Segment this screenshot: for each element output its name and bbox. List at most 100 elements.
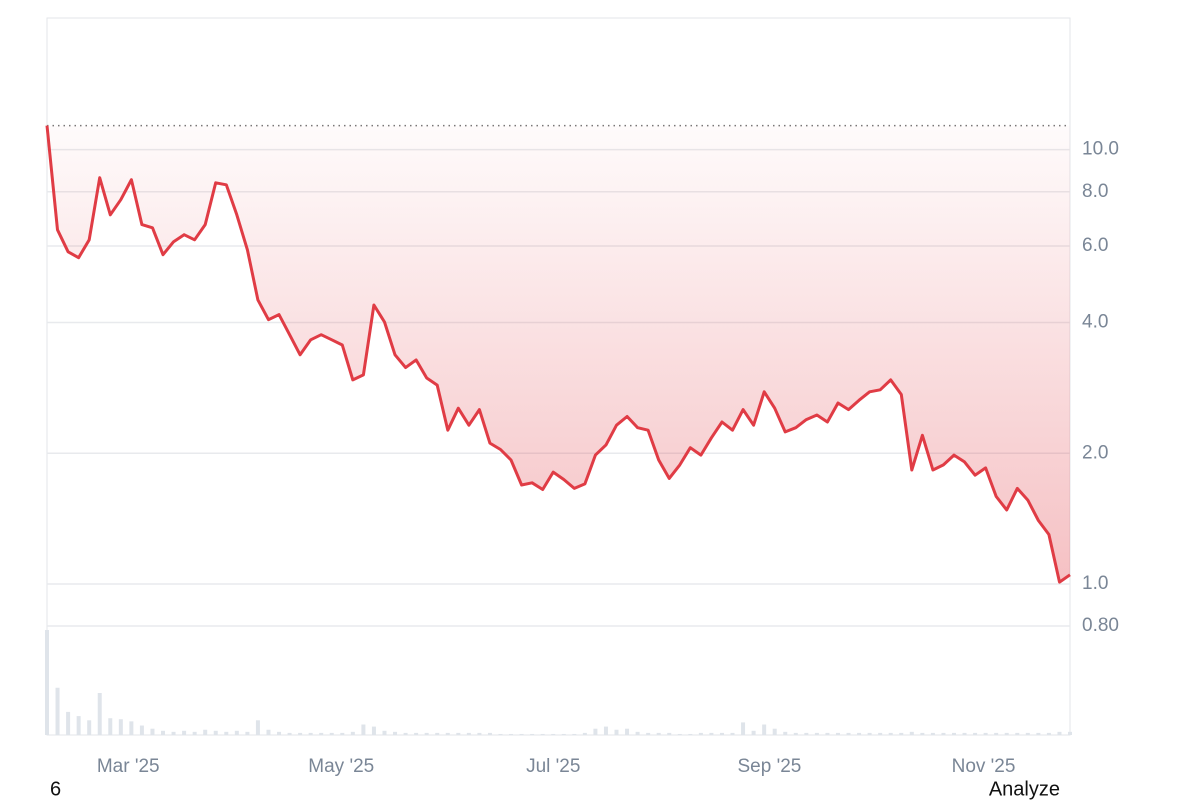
- volume-bar: [530, 733, 535, 735]
- volume-bar: [371, 726, 376, 735]
- y-tick-label: 4.0: [1082, 312, 1108, 333]
- volume-bar: [382, 730, 387, 735]
- volume-bar: [983, 732, 988, 735]
- volume-bar: [762, 724, 767, 735]
- volume-bar: [667, 732, 672, 735]
- volume-bar: [519, 733, 524, 735]
- volume-bar: [287, 732, 292, 735]
- price-line: [45, 125, 1071, 584]
- volume-bar: [329, 732, 334, 735]
- volume-bar: [361, 724, 366, 735]
- volume-bar: [614, 729, 619, 735]
- volume-bar: [540, 733, 545, 735]
- volume-bar: [466, 732, 471, 735]
- volume-bar: [899, 732, 904, 735]
- volume-bar: [192, 731, 197, 735]
- volume-bar: [561, 733, 566, 735]
- volume-bar: [393, 731, 398, 735]
- volume-bar: [150, 728, 155, 735]
- volume-bar: [751, 730, 756, 735]
- volume-bar: [857, 732, 862, 735]
- volume-bar: [646, 732, 651, 735]
- volume-bar: [97, 693, 102, 735]
- x-tick-label: Jul '25: [526, 756, 580, 777]
- volume-bar: [1004, 732, 1009, 735]
- volume-bar: [709, 732, 714, 735]
- volume-bar: [129, 721, 134, 735]
- volume-bar: [213, 730, 218, 735]
- volume-bar: [66, 711, 71, 735]
- volume-bar: [951, 732, 956, 735]
- volume-bar: [255, 720, 260, 735]
- volume-bar: [814, 732, 819, 735]
- volume-bar: [688, 733, 693, 735]
- volume-bar: [319, 732, 324, 735]
- volume-bar: [224, 731, 229, 735]
- volume-bar: [139, 725, 144, 735]
- volume-bar: [108, 718, 113, 735]
- volume-bar: [1057, 731, 1062, 735]
- volume-bar: [867, 732, 872, 735]
- volume-bar: [625, 728, 630, 735]
- volume-bar: [1015, 732, 1020, 735]
- volume-bar: [498, 733, 503, 735]
- volume-bar: [424, 732, 429, 735]
- y-tick-label: 0.80: [1082, 615, 1119, 636]
- y-tick-label: 1.0: [1082, 573, 1108, 594]
- volume-bar: [277, 731, 282, 735]
- volume-bar: [593, 728, 598, 735]
- volume-bar: [730, 732, 735, 735]
- volume-bar: [171, 731, 176, 735]
- volume-bar: [1068, 731, 1072, 735]
- volume-bar: [1046, 732, 1051, 735]
- volume-bar: [182, 730, 187, 735]
- analyze-button[interactable]: Analyze: [989, 778, 1060, 800]
- x-tick-label: Mar '25: [97, 756, 160, 777]
- y-tick-label: 6.0: [1082, 235, 1108, 256]
- volume-bar: [551, 733, 556, 735]
- volume-bar: [456, 732, 461, 735]
- volume-bar: [414, 732, 419, 735]
- y-tick-label: 8.0: [1082, 181, 1108, 202]
- volume-bar: [635, 731, 640, 735]
- volume-bar: [941, 732, 946, 735]
- volume-bar: [677, 733, 682, 735]
- volume-bar: [55, 687, 60, 735]
- volume-bar: [477, 732, 482, 735]
- volume-bar: [161, 730, 166, 735]
- volume-bar: [656, 732, 661, 735]
- volume-bar: [793, 732, 798, 735]
- y-tick-label: 2.0: [1082, 442, 1108, 463]
- x-tick-label: Sep '25: [737, 756, 801, 777]
- volume-bar: [741, 722, 746, 735]
- volume-bar: [582, 732, 587, 735]
- volume-bar: [298, 732, 303, 735]
- volume-bar: [930, 732, 935, 735]
- volume-bar: [772, 728, 777, 735]
- volume-bar: [435, 732, 440, 735]
- volume-bar: [888, 732, 893, 735]
- volume-bar: [118, 719, 123, 735]
- price-area: [47, 125, 1070, 583]
- volume-bar: [994, 732, 999, 735]
- footer-label: 6: [50, 778, 61, 800]
- volume-bar: [266, 729, 271, 735]
- volume-bar: [1025, 732, 1030, 735]
- volume-bar: [245, 731, 250, 735]
- volume-bar: [350, 731, 355, 735]
- volume-bar: [234, 730, 239, 735]
- volume-bar: [825, 732, 830, 735]
- volume-bar: [719, 732, 724, 735]
- volume-bar: [909, 731, 914, 735]
- x-tick-label: Nov '25: [952, 756, 1016, 777]
- volume-bar: [1036, 732, 1041, 735]
- volume-bar: [87, 720, 92, 735]
- volume-bar: [203, 729, 208, 735]
- volume-bar: [308, 732, 313, 735]
- x-tick-label: May '25: [308, 756, 374, 777]
- volume-bar: [509, 733, 514, 735]
- volume-bar: [973, 732, 978, 735]
- volume-bar: [878, 732, 883, 735]
- volume-bar: [76, 716, 81, 735]
